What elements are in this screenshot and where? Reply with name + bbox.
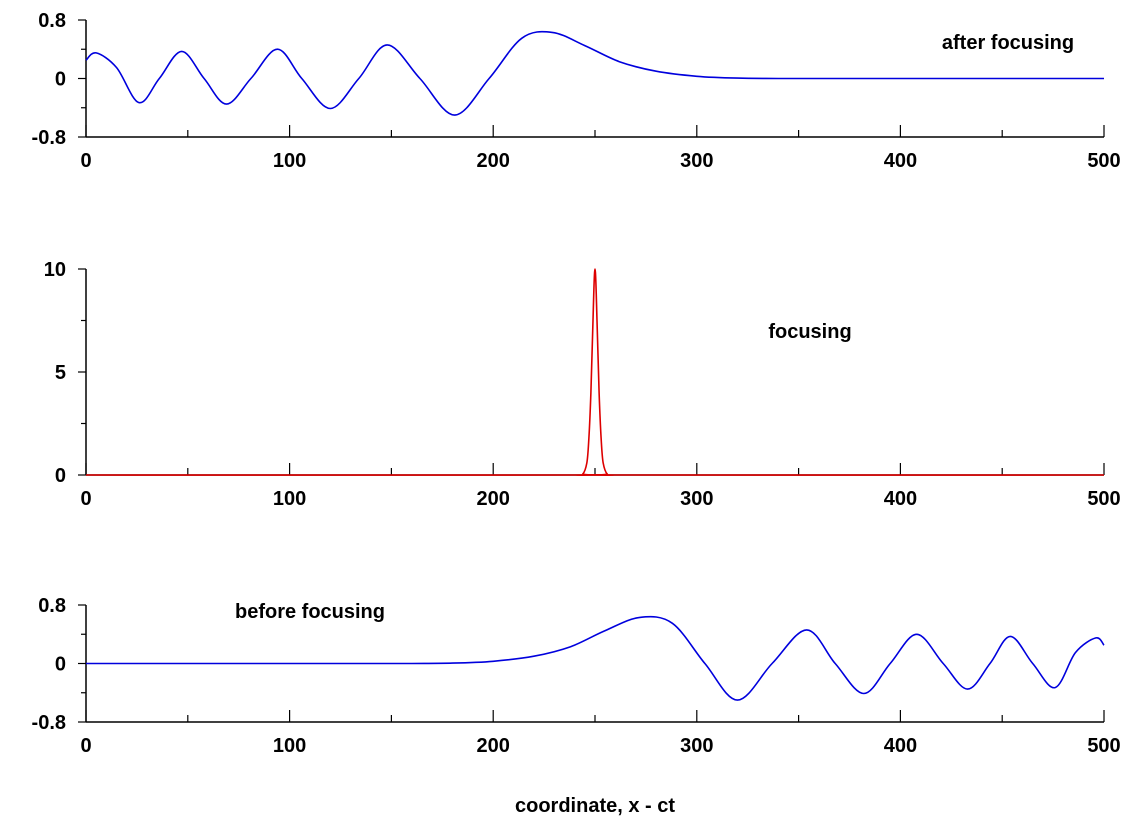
panel-2-annotation: focusing: [768, 321, 851, 343]
x-tick-label: 400: [884, 488, 917, 510]
x-tick-label: 500: [1087, 488, 1120, 510]
panel-before-focusing: 0 100 200 300 400 500 0.8 0 -0.8 before focusing: [32, 595, 1121, 757]
x-tick-label: 200: [477, 735, 510, 757]
y-tick-label: -0.8: [32, 712, 66, 734]
x-tick-label: 400: [884, 150, 917, 172]
y-tick-label: 0: [55, 69, 66, 91]
y-tick-label: 0: [55, 465, 66, 487]
x-tick-label: 0: [80, 150, 91, 172]
y-tick-label: 10: [44, 259, 66, 281]
panel-focusing: 0 100 200 300 400 500 10 5 0 focusing: [44, 259, 1121, 510]
x-tick-label: 300: [680, 488, 713, 510]
series-line: [85, 268, 1105, 476]
panel-after-focusing: 0 100 200 300 400 500 0.8 0 -0.8 after focusing: [32, 10, 1121, 172]
y-tick-label: 0.8: [38, 595, 66, 617]
x-tick-label: 100: [273, 735, 306, 757]
x-tick-label: 0: [80, 735, 91, 757]
panel-1-axes: 0 100 200 300 400 500 0.8 0 -0.8: [32, 10, 1121, 172]
x-tick-label: 500: [1087, 150, 1120, 172]
panel-3-annotation: before focusing: [235, 601, 385, 623]
y-tick-label: 5: [55, 362, 66, 384]
x-tick-label: 400: [884, 735, 917, 757]
x-tick-label: 200: [477, 150, 510, 172]
x-tick-label: 100: [273, 488, 306, 510]
panel-2-series: [85, 268, 1105, 476]
panel-1-annotation: after focusing: [942, 32, 1074, 54]
x-tick-label: 300: [680, 735, 713, 757]
x-tick-label: 500: [1087, 735, 1120, 757]
series-line: [85, 30, 1104, 116]
y-tick-label: 0.8: [38, 10, 66, 32]
y-tick-label: -0.8: [32, 127, 66, 149]
x-tick-label: 0: [80, 488, 91, 510]
x-tick-label: 200: [477, 488, 510, 510]
panel-1-series: [85, 30, 1104, 116]
x-axis-label: coordinate, x - ct: [515, 795, 675, 817]
panel-2-axes: 0 100 200 300 400 500 10 5 0: [44, 259, 1121, 510]
y-tick-label: 0: [55, 654, 66, 676]
panel-3-axes: 0 100 200 300 400 500 0.8 0 -0.8: [32, 595, 1121, 757]
x-tick-label: 100: [273, 150, 306, 172]
panel-3-series: [85, 615, 1105, 701]
series-line: [85, 615, 1105, 701]
x-tick-label: 300: [680, 150, 713, 172]
